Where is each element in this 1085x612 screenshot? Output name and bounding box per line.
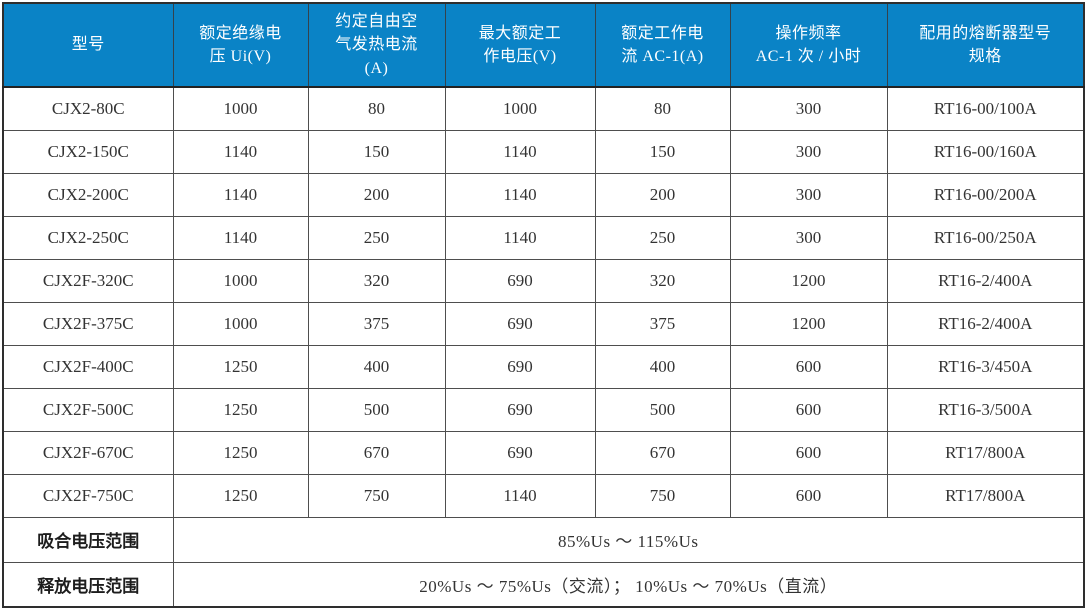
table-row: CJX2F-500C 1250 500 690 500 600 RT16-3/500A (2, 387, 1085, 432)
footer-row-release-voltage: 释放电压范围 20%Us ～ 75%Us（交流）； 10%Us ～ 70%Us（… (2, 561, 1085, 608)
table-row: CJX2-200C 1140 200 1140 200 300 RT16-00/200A (2, 173, 1085, 218)
table-row: CJX2F-750C 1250 750 1140 750 600 RT17/800A (2, 473, 1085, 518)
column-header-max-working-voltage: 最大额定工 作电压(V) (444, 2, 596, 88)
table-row: CJX2F-375C 1000 375 690 375 1200 RT16-2/400A (2, 301, 1085, 346)
value-cell: 250 (594, 216, 731, 260)
model-cell: CJX2-150C (2, 130, 174, 175)
merged-value-cell: 85%Us ～ 115%Us (172, 516, 1085, 563)
value-cell: 400 (594, 344, 731, 389)
column-header-operating-frequency: 操作频率 AC-1 次 / 小时 (729, 2, 888, 88)
value-cell: 1000 (172, 301, 309, 346)
column-header-model: 型号 (2, 2, 174, 88)
model-cell: CJX2-250C (2, 216, 174, 260)
model-cell: CJX2F-320C (2, 258, 174, 303)
value-cell: 300 (729, 86, 888, 132)
value-cell: 200 (594, 173, 731, 218)
value-cell: RT16-00/250A (886, 216, 1085, 260)
value-cell: 200 (307, 173, 446, 218)
value-cell: 1140 (444, 216, 596, 260)
value-cell: 600 (729, 430, 888, 475)
table-row: CJX2-80C 1000 80 1000 80 300 RT16-00/100A (2, 86, 1085, 132)
model-cell: CJX2F-400C (2, 344, 174, 389)
row-label: 吸合电压范围 (2, 516, 174, 563)
value-cell: 1200 (729, 258, 888, 303)
value-cell: RT17/800A (886, 473, 1085, 518)
value-cell: 1250 (172, 430, 309, 475)
value-cell: 500 (594, 387, 731, 432)
value-cell: 300 (729, 216, 888, 260)
value-cell: 690 (444, 344, 596, 389)
value-cell: 1200 (729, 301, 888, 346)
value-cell: 1140 (444, 130, 596, 175)
header-row: 型号 额定绝缘电 压 Ui(V) 约定自由空 气发热电流 (A) 最大额定工 作… (2, 2, 1085, 88)
model-cell: CJX2F-375C (2, 301, 174, 346)
value-cell: 600 (729, 387, 888, 432)
merged-value-cell: 20%Us ～ 75%Us（交流）； 10%Us ～ 70%Us（直流） (172, 561, 1085, 608)
table-row: CJX2F-670C 1250 670 690 670 600 RT17/800A (2, 430, 1085, 475)
value-cell: 1140 (172, 216, 309, 260)
column-header-insulation-voltage: 额定绝缘电 压 Ui(V) (172, 2, 309, 88)
value-cell: RT16-00/160A (886, 130, 1085, 175)
value-cell: RT16-2/400A (886, 301, 1085, 346)
column-header-thermal-current: 约定自由空 气发热电流 (A) (307, 2, 446, 88)
value-cell: 1000 (172, 258, 309, 303)
value-cell: 320 (594, 258, 731, 303)
value-cell: 1140 (444, 173, 596, 218)
value-cell: 1140 (172, 130, 309, 175)
column-header-fuse-spec: 配用的熔断器型号 规格 (886, 2, 1085, 88)
value-cell: 320 (307, 258, 446, 303)
value-cell: 670 (307, 430, 446, 475)
value-cell: 1250 (172, 473, 309, 518)
table-row: CJX2-250C 1140 250 1140 250 300 RT16-00/250A (2, 216, 1085, 260)
value-cell: 1140 (172, 173, 309, 218)
value-cell: 1000 (172, 86, 309, 132)
value-cell: RT16-3/450A (886, 344, 1085, 389)
value-cell: 80 (594, 86, 731, 132)
row-label: 释放电压范围 (2, 561, 174, 608)
value-cell: 750 (307, 473, 446, 518)
value-cell: 1000 (444, 86, 596, 132)
table-body: CJX2-80C 1000 80 1000 80 300 RT16-00/100A CJX2-… (2, 86, 1085, 518)
model-cell: CJX2F-500C (2, 387, 174, 432)
value-cell: 690 (444, 258, 596, 303)
value-cell: RT16-2/400A (886, 258, 1085, 303)
table-row: CJX2F-400C 1250 400 690 400 600 RT16-3/450A (2, 344, 1085, 389)
model-cell: CJX2-80C (2, 86, 174, 132)
value-cell: 600 (729, 344, 888, 389)
value-cell: 690 (444, 301, 596, 346)
model-cell: CJX2-200C (2, 173, 174, 218)
value-cell: 670 (594, 430, 731, 475)
value-cell: 250 (307, 216, 446, 260)
value-cell: 150 (594, 130, 731, 175)
value-cell: 80 (307, 86, 446, 132)
value-cell: RT17/800A (886, 430, 1085, 475)
model-cell: CJX2F-750C (2, 473, 174, 518)
value-cell: 690 (444, 430, 596, 475)
value-cell: 400 (307, 344, 446, 389)
value-cell: RT16-00/100A (886, 86, 1085, 132)
value-cell: 690 (444, 387, 596, 432)
value-cell: 500 (307, 387, 446, 432)
value-cell: 300 (729, 130, 888, 175)
table-row: CJX2-150C 1140 150 1140 150 300 RT16-00/160A (2, 130, 1085, 175)
value-cell: 375 (594, 301, 731, 346)
column-header-rated-current: 额定工作电 流 AC-1(A) (594, 2, 731, 88)
value-cell: RT16-3/500A (886, 387, 1085, 432)
value-cell: 300 (729, 173, 888, 218)
value-cell: 1250 (172, 344, 309, 389)
value-cell: 150 (307, 130, 446, 175)
value-cell: 1250 (172, 387, 309, 432)
table-row: CJX2F-320C 1000 320 690 320 1200 RT16-2/400A (2, 258, 1085, 303)
value-cell: 600 (729, 473, 888, 518)
value-cell: 1140 (444, 473, 596, 518)
value-cell: RT16-00/200A (886, 173, 1085, 218)
footer-row-pickup-voltage: 吸合电压范围 85%Us ～ 115%Us (2, 516, 1085, 563)
model-cell: CJX2F-670C (2, 430, 174, 475)
value-cell: 375 (307, 301, 446, 346)
value-cell: 750 (594, 473, 731, 518)
